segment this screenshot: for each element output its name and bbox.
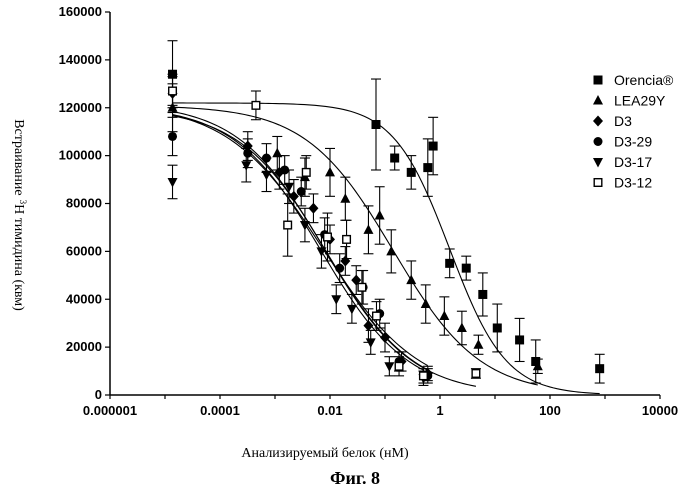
y-tick-label: 160000	[59, 4, 102, 19]
data-point-2	[272, 148, 282, 158]
data-point-2	[473, 339, 483, 349]
data-point-1	[493, 323, 502, 332]
data-point-2	[386, 246, 396, 256]
y-axis-title: Встраивание3H тимидина (квм)	[11, 119, 28, 311]
data-point-1	[168, 70, 177, 79]
data-point-1	[407, 168, 416, 177]
x-tick-label: 0.000001	[83, 403, 137, 418]
data-point-1	[429, 142, 438, 151]
x-tick-label: 10000	[642, 403, 678, 418]
data-point-4	[262, 154, 271, 163]
y-tick-label: 0	[95, 387, 102, 402]
data-point-6	[472, 370, 480, 378]
data-point-4	[243, 149, 252, 158]
data-point-6	[395, 362, 403, 370]
y-tick-label: 120000	[59, 100, 102, 115]
y-tick-label: 80000	[66, 196, 102, 211]
x-axis-title: Анализируемый белок (нМ)	[241, 446, 409, 461]
data-point-2	[340, 193, 350, 203]
data-point-4	[297, 187, 306, 196]
x-tick-label: 0.01	[317, 403, 342, 418]
data-point-5	[331, 295, 341, 305]
fit-curve-4	[173, 115, 428, 366]
data-point-6	[302, 169, 310, 177]
data-point-4	[168, 132, 177, 141]
data-point-2	[421, 299, 431, 309]
legend: Orencia® LEA29Y D3 D3-29 D3-17 D3-12	[593, 72, 674, 191]
y-tick-label: 40000	[66, 291, 102, 306]
data-point-4	[280, 165, 289, 174]
legend-marker-1	[594, 76, 603, 85]
data-point-6	[343, 236, 351, 244]
data-point-2	[363, 224, 373, 234]
legend-marker-2	[593, 95, 603, 105]
legend-marker-5	[593, 158, 603, 168]
data-point-5	[366, 338, 376, 348]
legend-label: D3-17	[614, 154, 652, 170]
data-point-1	[390, 154, 399, 163]
y-tick-label: 140000	[59, 52, 102, 67]
data-point-6	[169, 87, 177, 95]
y-tick-label: 100000	[59, 148, 102, 163]
data-point-1	[423, 163, 432, 172]
legend-label: LEA29Y	[614, 93, 666, 109]
data-points	[168, 70, 605, 384]
y-axis-title-main: Встраивание	[11, 119, 26, 195]
data-point-1	[478, 290, 487, 299]
data-point-6	[420, 372, 428, 380]
data-point-2	[375, 210, 385, 220]
data-point-6	[358, 283, 366, 291]
y-axis-title-rest: H тимидина (квм)	[11, 204, 26, 311]
data-point-1	[595, 364, 604, 373]
data-point-2	[406, 275, 416, 285]
data-point-6	[284, 221, 292, 229]
data-point-4	[335, 264, 344, 273]
fit-curve-5	[173, 115, 424, 371]
legend-marker-4	[594, 137, 603, 146]
legend-marker-3	[593, 116, 603, 127]
data-point-2	[325, 167, 335, 177]
y-tick-label: 20000	[66, 339, 102, 354]
legend-label: D3-29	[614, 134, 652, 150]
legend-label: D3	[614, 113, 632, 129]
legend-marker-6	[594, 179, 602, 187]
data-point-5	[384, 362, 394, 372]
data-point-2	[439, 311, 449, 321]
legend-label: Orencia®	[614, 72, 674, 88]
data-point-6	[324, 233, 332, 241]
x-tick-label: 0.0001	[200, 403, 240, 418]
data-point-1	[462, 264, 471, 273]
data-point-1	[445, 259, 454, 268]
data-point-6	[252, 102, 260, 110]
data-point-5	[347, 305, 357, 315]
data-point-5	[168, 178, 178, 188]
fit-curve-3	[173, 116, 428, 370]
legend-label: D3-12	[614, 175, 652, 191]
data-point-3	[308, 203, 318, 214]
x-tick-label: 100	[539, 403, 561, 418]
data-point-1	[371, 120, 380, 129]
data-point-1	[515, 335, 524, 344]
data-point-2	[457, 322, 467, 332]
fit-curve-2	[173, 107, 538, 385]
data-point-6	[373, 312, 381, 320]
figure-caption: Фиг. 8	[330, 468, 380, 488]
y-tick-label: 60000	[66, 243, 102, 258]
data-point-5	[241, 161, 251, 171]
x-tick-label: 1	[436, 403, 443, 418]
